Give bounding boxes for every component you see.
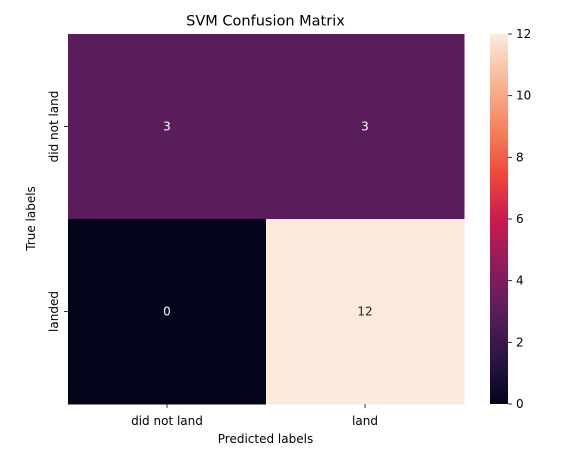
heatmap-cell	[266, 34, 465, 220]
x-tick-label: did not land	[131, 414, 203, 428]
colorbar	[490, 34, 508, 404]
x-axis: did not land land	[131, 404, 378, 428]
cell-value-label: 3	[361, 120, 369, 134]
x-tick-label: land	[352, 414, 378, 428]
chart-title: SVM Confusion Matrix	[186, 14, 345, 30]
cell-value-label: 3	[163, 120, 171, 134]
colorbar-tick-label: 2	[516, 335, 524, 349]
colorbar-tick-label: 6	[516, 212, 524, 226]
heatmap-cell-labels: 3 3 0 12	[163, 120, 372, 319]
colorbar-tick-label: 8	[516, 150, 524, 164]
colorbar-tick-label: 10	[516, 89, 531, 103]
cell-value-label: 0	[163, 305, 171, 319]
colorbar-ticks: 0 2 4 6 8 10 12	[508, 27, 531, 411]
heatmap-cell	[68, 34, 267, 220]
cell-value-label: 12	[357, 305, 372, 319]
x-axis-label: Predicted labels	[218, 432, 313, 446]
y-tick-label: did not land	[47, 91, 61, 163]
y-axis-label: True labels	[24, 186, 38, 252]
colorbar-tick-label: 0	[516, 397, 524, 411]
heatmap-cell	[266, 219, 465, 405]
colorbar-tick-label: 12	[516, 27, 531, 41]
heatmap-cells	[68, 34, 465, 405]
y-tick-label: landed	[47, 291, 61, 332]
colorbar-tick-label: 4	[516, 274, 524, 288]
heatmap-cell	[68, 219, 267, 405]
y-axis: did not land landed	[47, 91, 68, 332]
